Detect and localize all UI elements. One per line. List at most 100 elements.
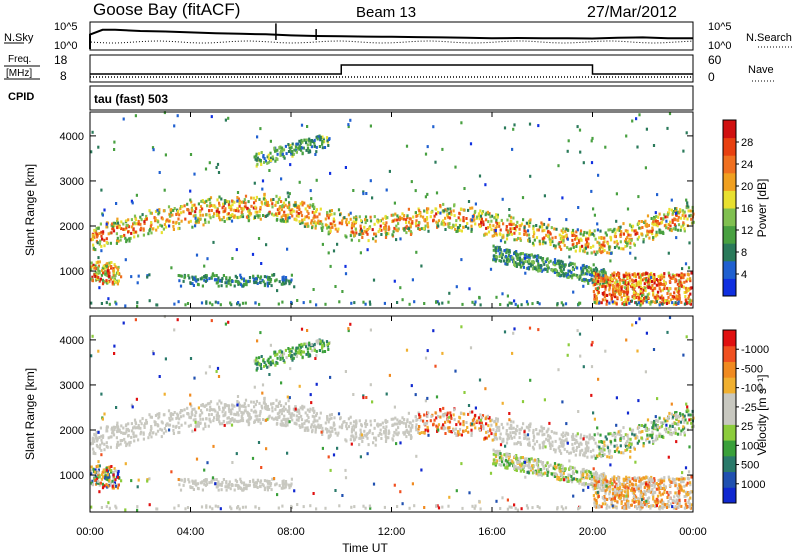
echo-cell (669, 424, 672, 428)
echo-cell (201, 213, 205, 217)
echo-cell (494, 258, 497, 262)
echo-cell (248, 211, 251, 215)
echo-cell (528, 122, 532, 126)
echo-cell (163, 188, 166, 192)
echo-cell (467, 226, 470, 230)
echo-cell (626, 448, 629, 452)
echo-cell (571, 266, 575, 270)
echo-cell (662, 296, 665, 300)
echo-cell (674, 411, 677, 415)
echo-cell (274, 203, 277, 207)
echo-cell (372, 237, 375, 241)
echo-cell (586, 245, 590, 249)
echo-cell (290, 278, 293, 282)
echo-cell (544, 241, 547, 245)
echo-cell (546, 230, 550, 234)
echo-cell (152, 148, 155, 152)
echo-cell (217, 213, 220, 217)
echo-cell (588, 233, 591, 237)
echo-cell (498, 436, 501, 440)
echo-cell (650, 230, 653, 234)
echo-cell (555, 262, 558, 266)
echo-cell (666, 419, 669, 423)
echo-cell (579, 449, 582, 453)
echo-cell (425, 421, 429, 425)
echo-cell (458, 415, 461, 419)
echo-cell (593, 293, 596, 297)
echo-cell (522, 422, 525, 426)
echo-cell (112, 267, 115, 271)
echo-cell (651, 426, 654, 430)
echo-cell (397, 420, 400, 424)
echo-cell (350, 226, 353, 230)
echo-cell (329, 430, 332, 434)
echo-cell (314, 430, 317, 434)
echo-cell (278, 411, 281, 415)
echo-cell (411, 221, 414, 225)
echo-cell (626, 440, 629, 444)
echo-cell (258, 210, 261, 214)
echo-cell (123, 437, 126, 441)
freq-series (90, 64, 693, 78)
echo-cell (288, 216, 291, 220)
echo-cell (622, 279, 625, 283)
echo-cell (285, 482, 288, 486)
echo-cell (462, 423, 465, 427)
echo-cell (489, 267, 493, 271)
echo-cell (362, 190, 365, 194)
echo-cell (222, 215, 225, 219)
echo-cell (207, 424, 210, 428)
echo-cell (503, 126, 507, 130)
echo-cell (204, 221, 207, 224)
echo-cell (533, 238, 536, 242)
echo-cell (94, 266, 97, 270)
echo-cell (243, 402, 246, 406)
echo-cell (505, 237, 509, 241)
echo-cell (506, 262, 509, 266)
echo-cell (516, 262, 519, 266)
echo-cell (237, 301, 240, 304)
echo-cell (321, 146, 324, 150)
echo-cell (94, 434, 97, 438)
echo-cell (455, 219, 458, 223)
echo-cell (297, 214, 300, 218)
echo-cell (218, 203, 221, 207)
echo-cell (665, 226, 668, 230)
echo-cell (501, 292, 504, 296)
echo-cell (482, 220, 485, 224)
echo-cell (560, 273, 563, 277)
echo-cell (278, 146, 281, 150)
echo-cell (195, 253, 199, 257)
echo-cell (195, 207, 198, 211)
echo-cell (532, 230, 535, 234)
echo-cell (675, 417, 678, 421)
echo-cell (401, 420, 404, 424)
echo-cell (674, 211, 678, 215)
echo-cell (576, 440, 579, 444)
echo-cell (639, 226, 642, 230)
echo-cell (132, 222, 135, 226)
echo-cell (666, 286, 669, 290)
echo-cell (608, 288, 611, 292)
echo-cell (528, 224, 531, 228)
echo-cell (470, 227, 473, 231)
echo-cell (567, 139, 570, 143)
echo-cell (108, 261, 111, 265)
echo-cell (549, 240, 552, 243)
echo-cell (341, 219, 344, 223)
echo-cell (300, 418, 304, 422)
echo-cell (268, 276, 271, 279)
echo-cell (641, 291, 644, 295)
echo-cell (589, 266, 592, 270)
echo-cell (684, 286, 687, 290)
echo-cell (674, 218, 677, 221)
echo-cell (606, 294, 609, 297)
echo-cell (279, 422, 282, 426)
echo-cell (131, 201, 134, 205)
echo-cell (624, 433, 627, 437)
echo-cell (573, 262, 576, 266)
echo-cell (205, 274, 208, 278)
echo-cell (575, 234, 578, 238)
echo-cell (329, 222, 332, 226)
echo-cell (563, 243, 566, 247)
